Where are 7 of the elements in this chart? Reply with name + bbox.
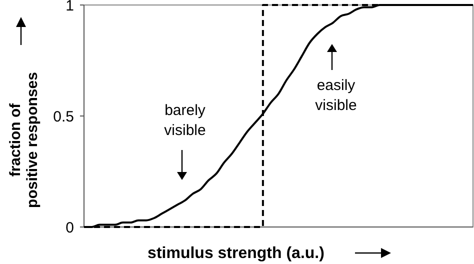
annotation: barely visible bbox=[164, 102, 206, 139]
y-axis-title: fraction of positive responses bbox=[7, 72, 41, 208]
y-tick-label: 0.5 bbox=[53, 108, 74, 126]
x-axis-title: stimulus strength (a.u.) bbox=[148, 245, 324, 262]
annotation: easily visible bbox=[315, 77, 357, 114]
y-tick-label: 1 bbox=[66, 0, 74, 14]
y-tick-label: 0 bbox=[66, 219, 74, 236]
